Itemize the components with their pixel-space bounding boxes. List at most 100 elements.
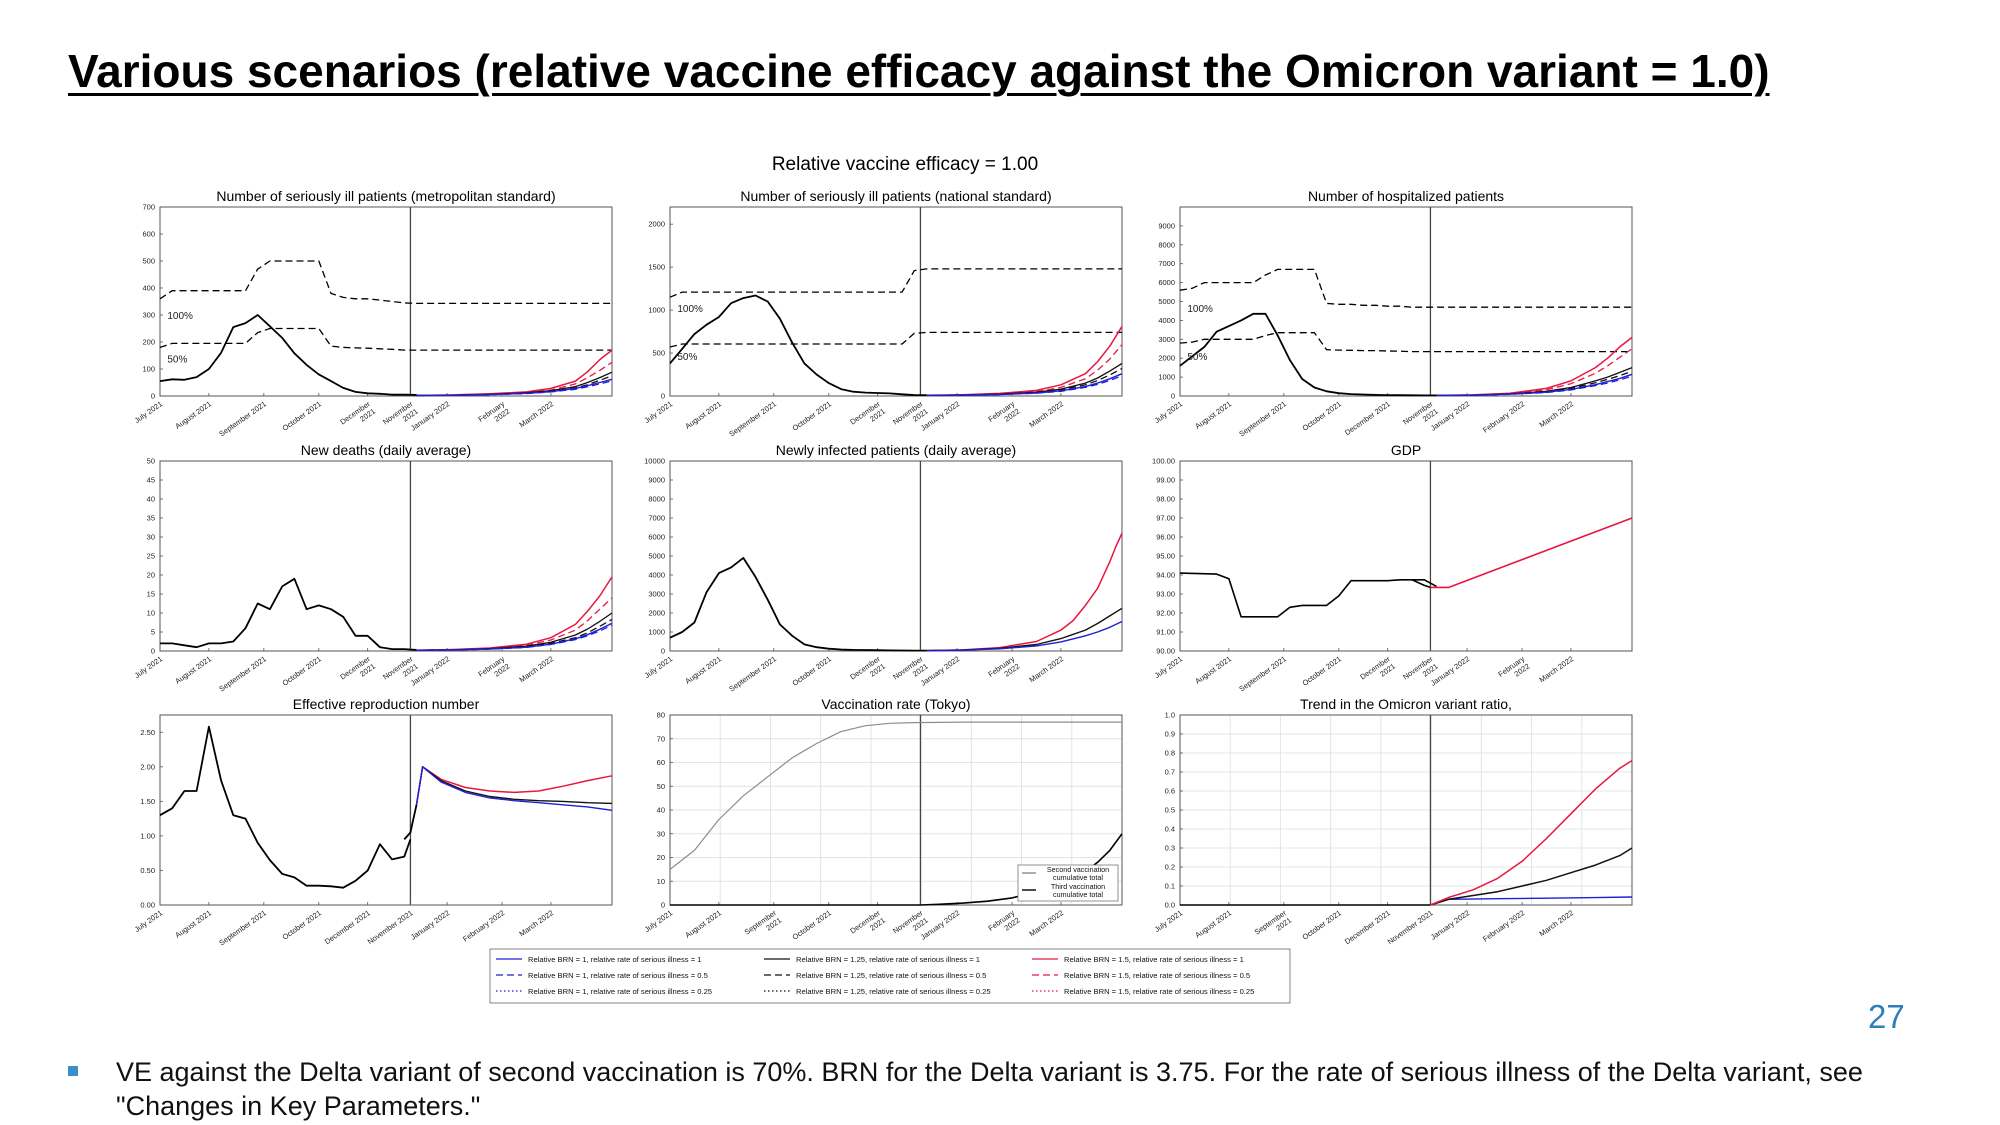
- y-tick-label: 1.0: [1165, 711, 1175, 720]
- y-tick-label: 90.00: [1156, 647, 1175, 656]
- series-line: [926, 344, 1123, 396]
- y-tick-label: 0.8: [1165, 749, 1175, 758]
- chart-new_deaths: 0 5 10 15 20 25 30 35 40 45 50 July 2021 August 2021…: [133, 442, 613, 693]
- series-line: [160, 577, 417, 651]
- chart-title: Number of seriously ill patients (nation…: [740, 188, 1051, 204]
- series-line: [1436, 373, 1633, 397]
- legend-label: Relative BRN = 1.5, relative rate of ser…: [1064, 971, 1250, 980]
- x-tick-label: March 2022: [1027, 654, 1065, 684]
- series-line: [416, 597, 613, 651]
- y-tick-label: 0.9: [1165, 730, 1175, 739]
- y-tick-label: 500: [652, 349, 665, 358]
- x-tick-label: August 2021: [173, 908, 213, 940]
- series-line: [669, 268, 1122, 298]
- legend-label: Relative BRN = 1, relative rate of serio…: [528, 971, 708, 980]
- x-tick-label: July 2021: [643, 399, 674, 425]
- series-line: [669, 331, 1122, 348]
- plot-frame: [669, 460, 1123, 652]
- legend-label: Third vaccination cumulative total: [1051, 882, 1105, 899]
- y-tick-label: 60: [657, 758, 665, 767]
- y-tick-label: 40: [147, 495, 155, 504]
- y-tick-label: 2.50: [140, 728, 155, 737]
- chart-title: New deaths (daily average): [301, 442, 471, 458]
- y-tick-label: 8000: [648, 495, 665, 504]
- x-tick-label: October 2021: [1301, 908, 1343, 941]
- y-tick-label: 1.00: [140, 831, 155, 840]
- y-tick-label: 0: [661, 392, 665, 401]
- series-line: [669, 294, 927, 396]
- y-tick-label: 2000: [648, 609, 665, 618]
- series-line: [416, 612, 613, 651]
- legend-label: Relative BRN = 1.5, relative rate of ser…: [1064, 955, 1244, 964]
- series-line: [1179, 572, 1437, 618]
- x-tick-label: March 2022: [517, 399, 555, 429]
- x-tick-label: March 2022: [517, 908, 555, 938]
- series-line: [1436, 375, 1633, 397]
- y-tick-label: 97.00: [1156, 514, 1175, 523]
- chart-title: Newly infected patients (daily average): [776, 442, 1016, 458]
- series-line: [926, 620, 1123, 652]
- x-tick-label: February2022: [986, 399, 1021, 431]
- x-tick-label: January 2022: [1429, 908, 1471, 941]
- legend-label: Relative BRN = 1, relative rate of serio…: [528, 955, 701, 964]
- plot-frame: [1179, 460, 1633, 652]
- x-tick-label: August 2021: [683, 654, 723, 686]
- y-tick-label: 600: [142, 230, 155, 239]
- y-tick-label: 9000: [1158, 221, 1175, 230]
- y-tick-label: 20: [657, 853, 665, 862]
- y-tick-label: 6000: [648, 533, 665, 542]
- series-line: [1436, 366, 1633, 397]
- y-tick-label: 300: [142, 311, 155, 320]
- y-tick-label: 1000: [1158, 373, 1175, 382]
- plot-frame: [159, 460, 613, 652]
- x-tick-label: July 2021: [643, 908, 674, 934]
- chart-title: Trend in the Omicron variant ratio,: [1300, 696, 1512, 712]
- inner-legend-box: [1017, 864, 1119, 902]
- x-tick-label: December2021: [848, 908, 887, 943]
- chart-title: Vaccination rate (Tokyo): [821, 696, 970, 712]
- y-tick-label: 7000: [1158, 259, 1175, 268]
- x-tick-label: October 2021: [791, 399, 833, 432]
- x-tick-label: July 2021: [643, 654, 674, 680]
- series-line: [416, 624, 613, 651]
- y-tick-label: 0: [1171, 392, 1175, 401]
- square-bullet-icon: [68, 1066, 78, 1076]
- y-tick-label: 80: [657, 711, 665, 720]
- page-number: 27: [1868, 998, 1905, 1035]
- y-tick-label: 1000: [648, 306, 665, 315]
- x-tick-label: March 2022: [1537, 908, 1575, 938]
- y-tick-label: 0.7: [1165, 768, 1175, 777]
- y-tick-label: 15: [147, 590, 155, 599]
- series-line: [1179, 268, 1632, 308]
- legend-box: [489, 948, 1291, 1004]
- y-tick-label: 99.00: [1156, 476, 1175, 485]
- series-annotation: 50%: [167, 354, 187, 365]
- x-tick-label: August 2021: [683, 908, 723, 940]
- x-tick-label: December 2021: [323, 908, 372, 946]
- x-tick-label: August 2021: [1193, 908, 1233, 940]
- x-tick-label: July 2021: [133, 654, 164, 680]
- x-tick-label: September 2021: [217, 908, 268, 947]
- chart-severe_metro: 0 100 200 300 400 500 600 700 July 2021 August 20…: [133, 188, 613, 438]
- y-tick-label: 30: [657, 829, 665, 838]
- y-tick-label: 100: [142, 365, 155, 374]
- x-tick-label: October 2021: [791, 654, 833, 687]
- series-annotation: 100%: [167, 311, 193, 322]
- x-tick-label: September 2021: [1237, 654, 1288, 693]
- x-tick-label: July 2021: [1153, 654, 1184, 680]
- series-line: [1179, 312, 1437, 397]
- y-tick-label: 2000: [1158, 354, 1175, 363]
- y-tick-label: 2.00: [140, 762, 155, 771]
- chart-severe_national: 0 500 1000 1500 2000 July 2021 August 2021 Sept…: [643, 188, 1123, 438]
- series-line: [1436, 336, 1633, 397]
- series-line: [1411, 579, 1431, 589]
- x-tick-label: August 2021: [1193, 399, 1233, 431]
- y-tick-label: 0.6: [1165, 787, 1175, 796]
- x-tick-label: September 2021: [727, 654, 778, 693]
- y-tick-label: 92.00: [1156, 609, 1175, 618]
- series-line: [926, 362, 1123, 396]
- y-tick-label: 50: [657, 782, 665, 791]
- plot-frame: [1179, 206, 1633, 397]
- y-tick-label: 95.00: [1156, 552, 1175, 561]
